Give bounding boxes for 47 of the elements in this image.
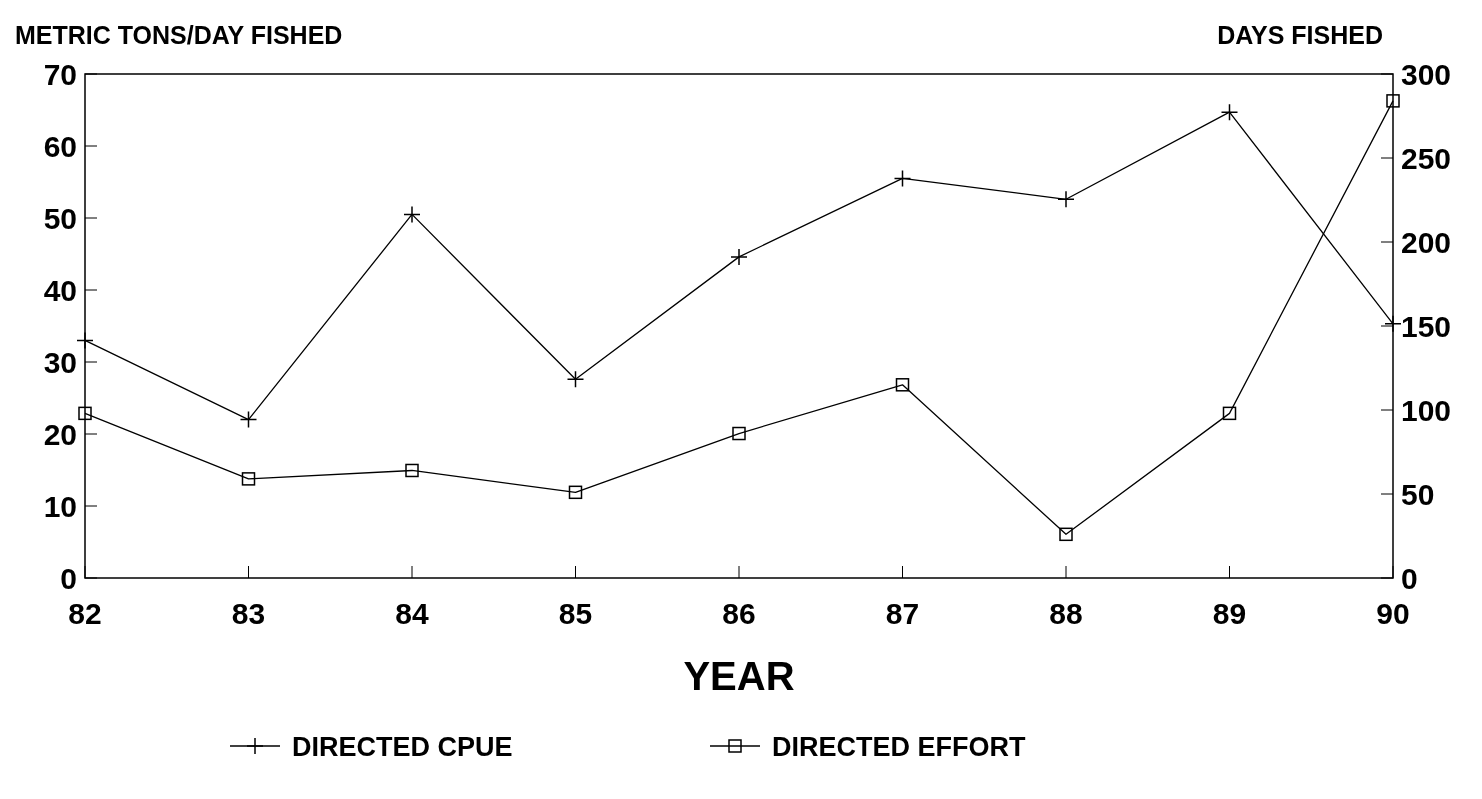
y2-tick-label: 100 [1401, 394, 1452, 427]
x-tick-label: 83 [231, 597, 266, 630]
point [1057, 190, 1075, 209]
point [1220, 103, 1239, 121]
y-tick-label: 20 [43, 418, 77, 451]
y-tick-label: 60 [43, 130, 77, 163]
point [76, 331, 94, 350]
y2-tick-label: 200 [1401, 226, 1452, 259]
point [895, 378, 910, 392]
point [239, 410, 258, 429]
y2-tick-label: 50 [1401, 478, 1435, 511]
y-tick-label: 70 [43, 58, 77, 91]
point [1059, 527, 1073, 542]
x-tick-label: 82 [68, 597, 102, 630]
x-tick-label: 85 [558, 597, 593, 630]
x-tick-label: 87 [885, 597, 920, 630]
x-tick-label: 84 [395, 597, 429, 630]
legend-label: DIRECTED EFFORT [772, 732, 1026, 762]
x-tick-label: 88 [1049, 597, 1083, 630]
y-tick-label: 40 [43, 274, 77, 307]
x-tick-label: 89 [1212, 597, 1247, 630]
x-tick-label: 86 [722, 597, 756, 630]
point [893, 169, 912, 188]
y-tick-label: 50 [43, 202, 77, 235]
y2-axis-title: DAYS FISHED [1217, 21, 1383, 49]
y2-tick-label: 300 [1401, 58, 1452, 91]
point [241, 472, 256, 486]
point [566, 370, 585, 389]
point [730, 248, 748, 266]
y-tick-label: 30 [43, 346, 77, 379]
point [732, 426, 746, 441]
x-tick-label: 90 [1376, 597, 1410, 630]
y2-tick-label: 150 [1401, 310, 1452, 343]
y-tick-label: 10 [43, 490, 77, 523]
y2-tick-label: 250 [1401, 142, 1452, 175]
point [1384, 315, 1402, 333]
y2-tick-label: 0 [1401, 562, 1418, 595]
point [78, 406, 92, 421]
point [568, 485, 583, 500]
point [1222, 406, 1237, 421]
point [1386, 94, 1400, 108]
y-axis-title: METRIC TONS/DAY FISHED [15, 21, 343, 49]
x-axis-title: YEAR [683, 654, 795, 698]
y-tick-label: 0 [60, 562, 77, 595]
legend-label: DIRECTED CPUE [292, 732, 513, 762]
point [405, 463, 419, 478]
point [403, 205, 421, 224]
